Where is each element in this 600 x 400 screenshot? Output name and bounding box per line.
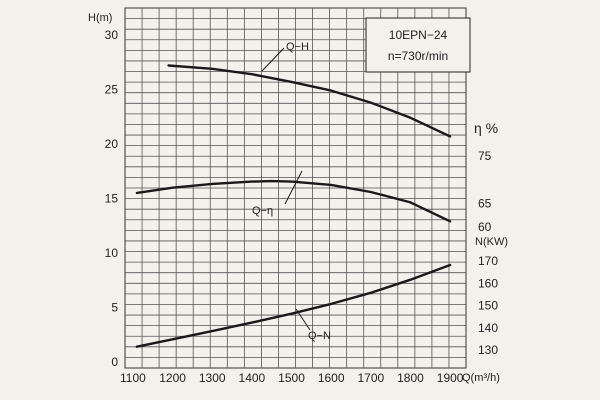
power-tick-label: 140	[478, 321, 498, 335]
head-tick-label: 15	[105, 192, 119, 206]
efficiency-tick-label: 75	[478, 149, 492, 163]
x-tick-label: 1900	[437, 371, 464, 385]
head-tick-label: 25	[105, 83, 119, 97]
series-line-head	[167, 64, 452, 138]
head-tick-label: 10	[105, 246, 119, 260]
x-tick-label: 1300	[199, 371, 226, 385]
efficiency-axis-label: η %	[474, 120, 498, 136]
x-tick-label: 1100	[120, 371, 146, 385]
head-tick-label: 20	[105, 137, 119, 151]
power-tick-label: 170	[478, 254, 498, 268]
power-tick-label: 160	[478, 276, 498, 290]
curves	[135, 64, 452, 348]
power-tick-label: 130	[478, 343, 498, 357]
x-tick-label: 1600	[318, 371, 345, 385]
head-tick-label: 0	[111, 355, 118, 369]
curve-label-leader-head	[261, 47, 285, 72]
efficiency-tick-label: 65	[478, 196, 492, 210]
series-line-efficiency	[135, 179, 452, 223]
info-box: 10EPN−24 n=730r/min	[365, 17, 471, 73]
x-tick-label: 1800	[397, 371, 424, 385]
efficiency-tick-label: 60	[478, 220, 492, 234]
head-axis-label: H(m)	[88, 12, 112, 24]
curve-label-efficiency: Q−η	[252, 205, 273, 217]
head-tick-label: 30	[105, 28, 119, 42]
curve-label-head: Q−H	[286, 41, 309, 53]
x-tick-label: 1200	[159, 371, 186, 385]
head-tick-label: 5	[111, 301, 118, 315]
series-line-power	[135, 263, 452, 348]
power-tick-label: 150	[478, 299, 498, 313]
x-tick-label: 1700	[357, 371, 384, 385]
power-axis-label: N(KW)	[475, 236, 508, 248]
x-tick-label: 1500	[278, 371, 305, 385]
pump-speed: n=730r/min	[388, 49, 448, 63]
tick-labels: 1100 1200 1300 1400 1500 1600 1700 1800 1900 0 5 10…	[105, 28, 499, 385]
curve-label-leader-power	[295, 308, 311, 331]
curve-label-power: Q−N	[308, 330, 331, 342]
curve-labels: Q−H Q−η Q−N	[252, 41, 331, 342]
x-tick-label: 1400	[239, 371, 266, 385]
pump-model: 10EPN−24	[389, 28, 448, 42]
flow-axis-label: Q(m³/h)	[462, 372, 500, 384]
curve-label-leader-efficiency	[284, 170, 303, 205]
info-box-frame	[365, 17, 471, 73]
